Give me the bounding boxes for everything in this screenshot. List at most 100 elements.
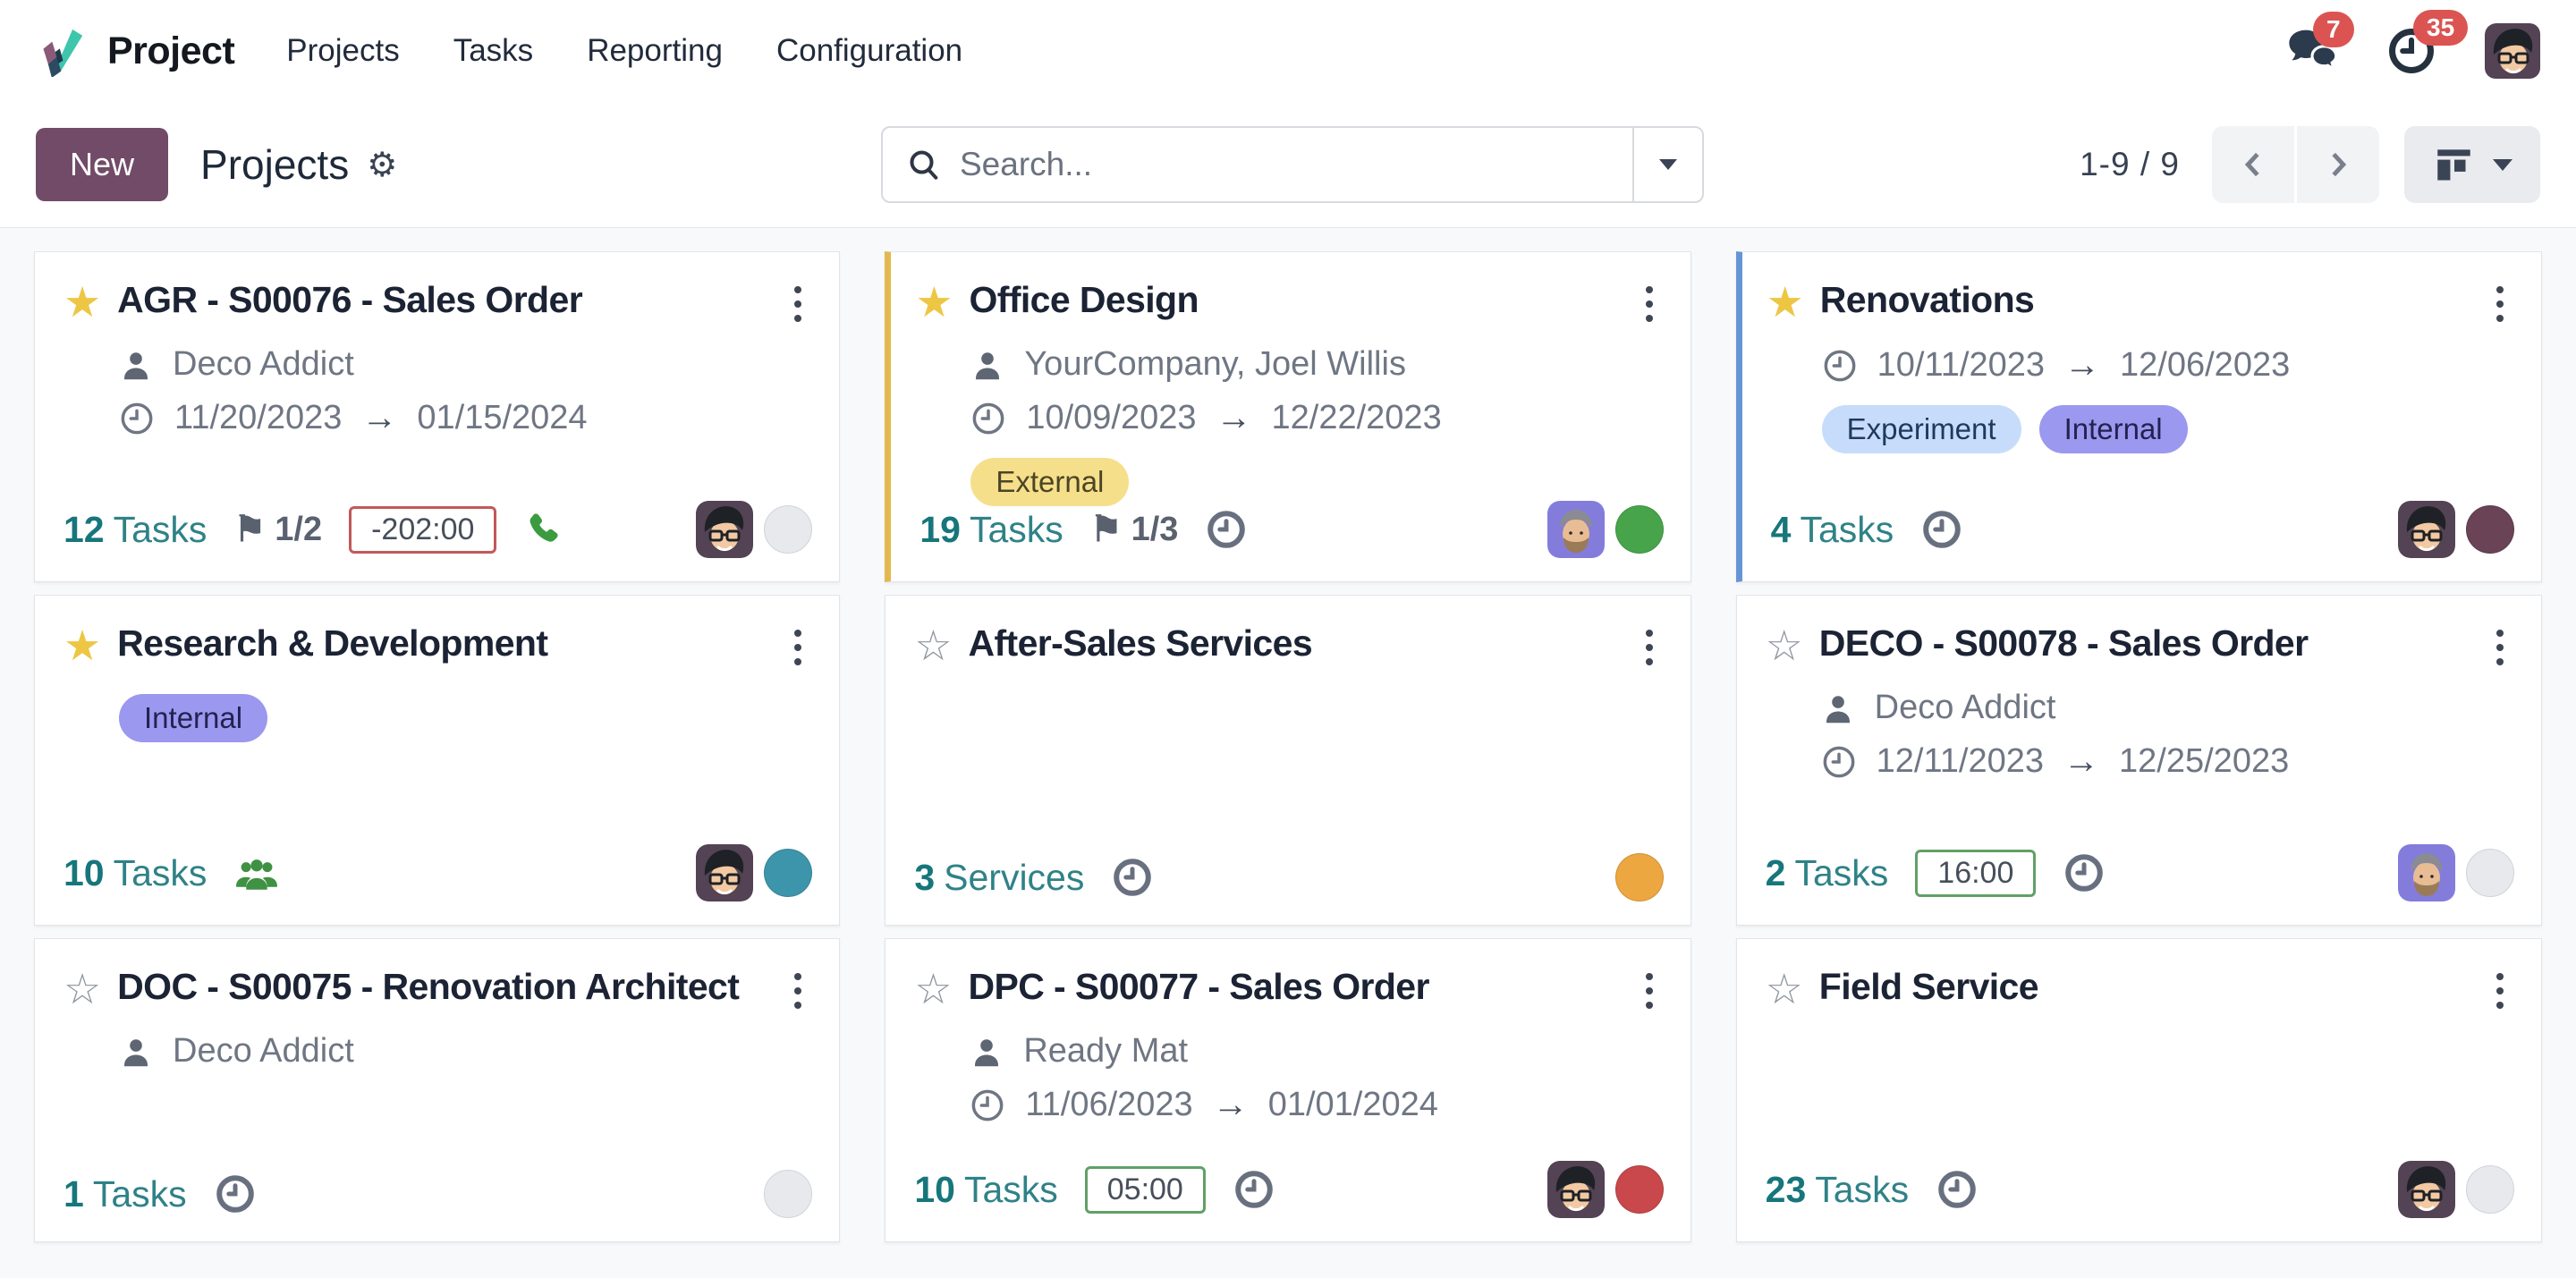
favorite-star-icon[interactable]: ☆	[1765, 965, 1803, 1012]
tags-row: External	[970, 458, 1661, 507]
assignee-avatar[interactable]	[2397, 1161, 2455, 1218]
app-switcher[interactable]: Project	[36, 25, 235, 77]
card-menu-button[interactable]	[1637, 966, 1662, 1016]
gear-icon[interactable]: ⚙	[367, 146, 398, 184]
card-title: DECO - S00078 - Sales Order	[1818, 622, 2309, 664]
card-menu-button[interactable]	[1637, 622, 1662, 673]
partner-name: Deco Addict	[173, 345, 354, 383]
card-title: DOC - S00075 - Renovation Architect	[117, 966, 740, 1007]
kanban-card[interactable]: ☆ DECO - S00078 - Sales Order Deco Addict 1…	[1735, 595, 2542, 926]
kanban-card[interactable]: ★ AGR - S00076 - Sales Order Deco Addict 11…	[34, 251, 841, 582]
person-icon	[1826, 695, 1850, 723]
chevron-down-icon	[1659, 159, 1677, 170]
assignee-avatar[interactable]	[696, 501, 754, 558]
menu-reporting[interactable]: Reporting	[587, 33, 723, 68]
flag-icon: ⚑	[233, 510, 267, 549]
card-menu-button[interactable]	[2487, 622, 2512, 673]
tags-row: Experiment Internal	[1821, 405, 2512, 454]
chevron-right-icon	[2318, 144, 2359, 185]
favorite-star-icon[interactable]: ★	[915, 278, 953, 326]
pager-previous-button[interactable]	[2212, 126, 2294, 203]
activities-count-badge: 35	[2413, 10, 2469, 47]
menu-projects[interactable]: Projects	[286, 33, 400, 68]
project-status-indicator[interactable]	[2465, 849, 2514, 897]
clock-icon	[121, 402, 153, 434]
card-title: AGR - S00076 - Sales Order	[117, 279, 583, 320]
dates-row: 12/11/2023 → 12/25/2023	[1821, 741, 2512, 782]
avatar-image	[2397, 501, 2455, 558]
start-date: 12/11/2023	[1876, 742, 2045, 780]
new-button[interactable]: New	[36, 128, 169, 201]
kanban-card[interactable]: ☆ DOC - S00075 - Renovation Architect Deco…	[34, 938, 841, 1242]
clock-icon	[2386, 26, 2436, 76]
kanban-card[interactable]: ★ Renovations 10/11/2023 → 12/06/2023 Experim…	[1735, 251, 2542, 582]
favorite-star-icon[interactable]: ★	[64, 622, 102, 669]
person-icon	[975, 1038, 999, 1066]
assignee-avatar[interactable]	[696, 844, 754, 901]
card-title: After-Sales Services	[968, 622, 1313, 664]
favorite-star-icon[interactable]: ★	[1766, 278, 1804, 326]
record-count-link[interactable]: 12 Tasks	[64, 508, 208, 550]
messages-button[interactable]: 7	[2286, 12, 2354, 74]
project-status-indicator[interactable]	[1614, 1165, 1664, 1214]
clock-icon	[2065, 854, 2104, 892]
allocated-hours-badge: 16:00	[1915, 849, 2037, 897]
partner-row: Deco Addict	[119, 1032, 810, 1071]
project-status-indicator[interactable]	[1614, 853, 1664, 901]
dates-row: 11/06/2023 → 01/01/2024	[970, 1085, 1661, 1125]
avatar-image	[1546, 1161, 1605, 1218]
record-count-link[interactable]: 23 Tasks	[1765, 1168, 1910, 1210]
project-status-indicator[interactable]	[2465, 1165, 2514, 1214]
menu-tasks[interactable]: Tasks	[453, 33, 534, 68]
person-icon	[124, 351, 148, 379]
search-input[interactable]	[960, 146, 1632, 183]
project-status-indicator[interactable]	[764, 1170, 813, 1218]
card-menu-button[interactable]	[2487, 279, 2512, 329]
search-dropdown-toggle[interactable]	[1632, 128, 1702, 201]
record-count-link[interactable]: 4 Tasks	[1770, 508, 1894, 550]
pager-next-button[interactable]	[2297, 126, 2379, 203]
arrow-right-icon: →	[1216, 398, 1252, 437]
card-menu-button[interactable]	[1637, 279, 1662, 329]
favorite-star-icon[interactable]: ☆	[64, 965, 102, 1012]
card-menu-button[interactable]	[785, 279, 810, 329]
project-status-indicator[interactable]	[2465, 505, 2514, 554]
view-switcher-button[interactable]	[2404, 126, 2540, 203]
kanban-card[interactable]: ★ Research & Development Internal 10 Tasks	[34, 595, 841, 926]
start-date: 11/06/2023	[1025, 1086, 1193, 1123]
kanban-card[interactable]: ★ Office Design YourCompany, Joel Willis 10…	[885, 251, 1691, 582]
record-count-link[interactable]: 3 Services	[914, 856, 1085, 898]
arrow-right-icon: →	[2063, 741, 2100, 781]
record-count-link[interactable]: 10 Tasks	[64, 851, 208, 893]
favorite-star-icon[interactable]: ☆	[914, 965, 953, 1012]
project-status-indicator[interactable]	[764, 505, 813, 554]
kanban-card[interactable]: ☆ After-Sales Services 3 Services	[885, 595, 1691, 926]
kanban-card[interactable]: ☆ DPC - S00077 - Sales Order Ready Mat 11/0…	[885, 938, 1691, 1242]
clock-icon	[1823, 746, 1855, 777]
record-count-link[interactable]: 2 Tasks	[1765, 851, 1889, 893]
activities-button[interactable]: 35	[2386, 10, 2469, 76]
end-date: 12/22/2023	[1271, 399, 1442, 436]
assignee-avatar[interactable]	[1546, 1161, 1605, 1218]
card-menu-button[interactable]	[2487, 966, 2512, 1016]
assignee-avatar[interactable]	[2397, 501, 2455, 558]
record-count-link[interactable]: 19 Tasks	[919, 508, 1063, 550]
breadcrumb-title: Projects	[200, 141, 350, 188]
card-menu-button[interactable]	[785, 622, 810, 673]
user-avatar[interactable]	[2485, 23, 2540, 79]
kanban-card[interactable]: ☆ Field Service 23 Tasks	[1735, 938, 2542, 1242]
menu-configuration[interactable]: Configuration	[775, 33, 963, 68]
record-count-link[interactable]: 1 Tasks	[64, 1172, 187, 1215]
clock-icon	[971, 1089, 1004, 1121]
favorite-star-icon[interactable]: ☆	[914, 622, 953, 669]
favorite-star-icon[interactable]: ★	[64, 278, 102, 326]
project-app-logo-icon	[36, 25, 88, 77]
clock-icon	[1938, 1171, 1976, 1208]
assignee-avatar[interactable]	[2397, 844, 2455, 901]
assignee-avatar[interactable]	[1546, 501, 1605, 558]
favorite-star-icon[interactable]: ☆	[1765, 622, 1803, 669]
record-count-link[interactable]: 10 Tasks	[914, 1168, 1058, 1210]
project-status-indicator[interactable]	[764, 849, 813, 897]
project-status-indicator[interactable]	[1614, 505, 1664, 554]
card-menu-button[interactable]	[785, 966, 810, 1016]
